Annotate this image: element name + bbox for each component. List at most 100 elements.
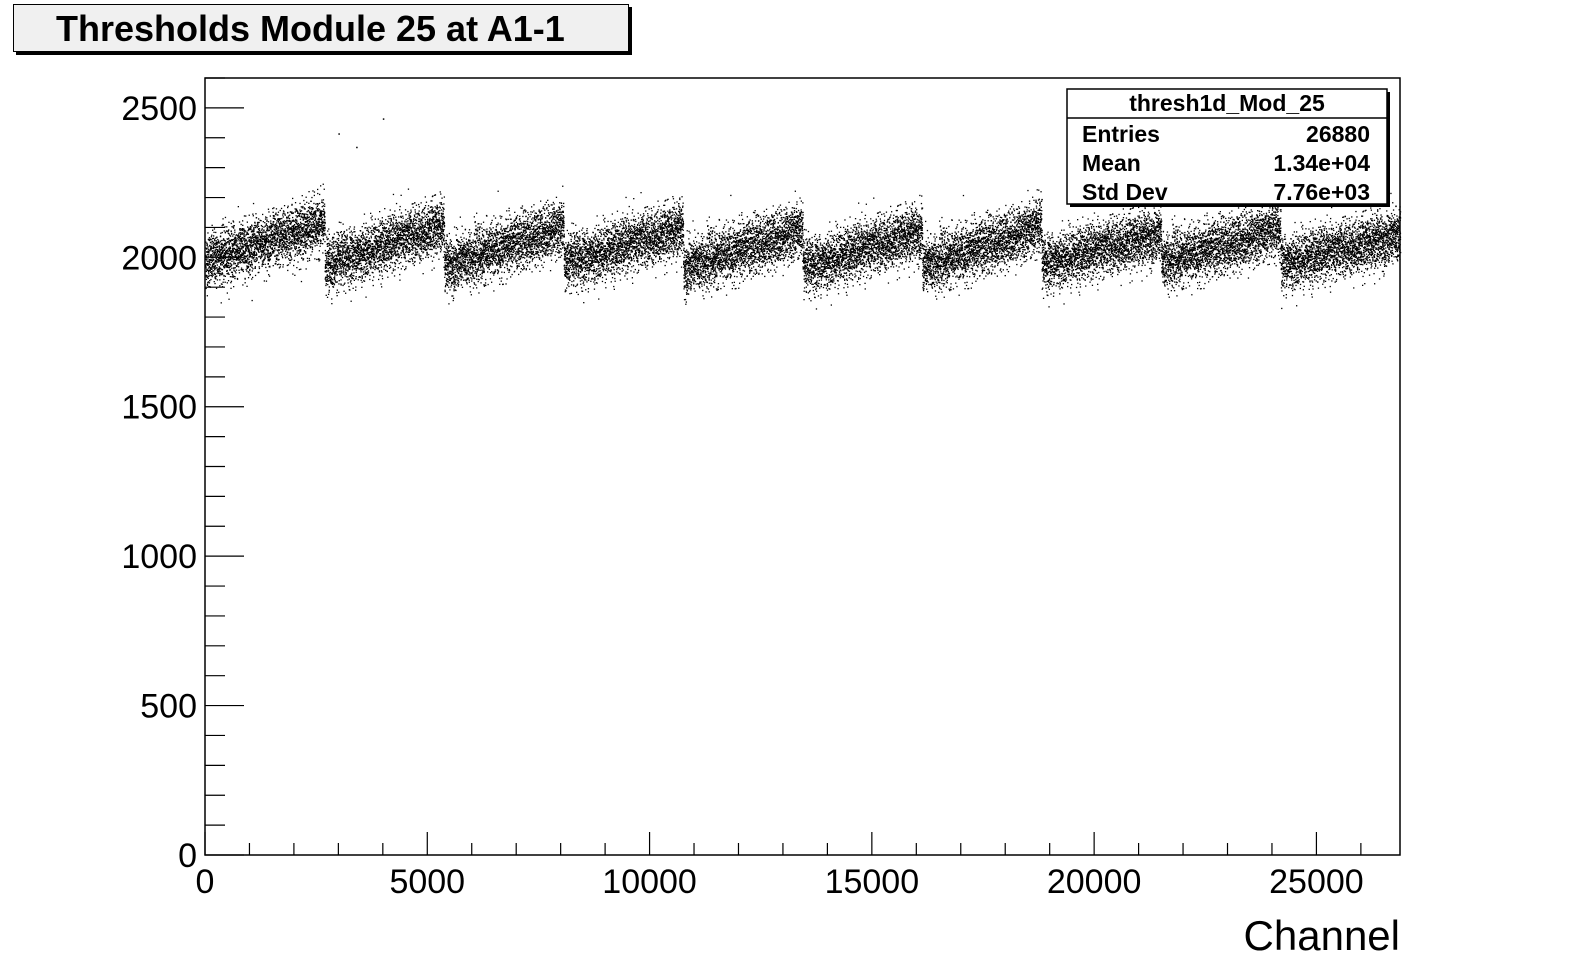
data-point <box>330 264 332 267</box>
data-point <box>226 259 228 261</box>
data-point <box>333 242 335 244</box>
data-point <box>284 231 286 233</box>
data-point <box>235 269 238 271</box>
data-point <box>302 241 305 244</box>
data-point <box>424 207 426 209</box>
data-point <box>267 228 269 230</box>
data-point <box>372 253 374 255</box>
data-point <box>260 256 263 258</box>
data-point <box>423 230 426 233</box>
data-point <box>334 276 336 278</box>
data-point <box>394 232 396 234</box>
data-point <box>264 218 267 220</box>
data-point <box>251 225 253 227</box>
data-point <box>243 245 245 247</box>
data-point <box>253 241 255 244</box>
data-point <box>372 284 374 287</box>
data-point <box>393 246 395 248</box>
data-point <box>304 216 306 218</box>
data-point <box>345 241 347 243</box>
data-point <box>296 224 299 226</box>
data-point <box>291 231 293 233</box>
data-point <box>365 250 367 252</box>
data-point <box>288 258 290 260</box>
data-point <box>288 254 291 256</box>
data-point <box>323 211 326 213</box>
data-point <box>308 211 311 213</box>
data-point <box>279 245 281 247</box>
data-point <box>237 258 239 260</box>
data-point <box>221 246 224 248</box>
data-point <box>375 229 377 231</box>
data-point <box>327 243 329 245</box>
data-point <box>222 239 224 242</box>
data-point <box>391 237 394 239</box>
data-point <box>382 236 385 238</box>
data-point <box>338 283 340 285</box>
data-point <box>255 213 257 215</box>
data-point <box>322 183 324 185</box>
data-point <box>364 250 366 252</box>
data-point <box>322 243 324 245</box>
data-point <box>218 259 220 262</box>
data-point <box>408 226 410 228</box>
data-point <box>279 223 281 225</box>
data-point <box>229 269 231 271</box>
data-point <box>312 213 314 216</box>
data-point <box>416 232 419 234</box>
data-point <box>233 227 235 229</box>
data-point <box>381 286 383 288</box>
data-point <box>224 226 226 228</box>
data-point <box>340 251 342 253</box>
data-point <box>284 235 287 237</box>
data-point <box>374 247 376 250</box>
data-point <box>291 229 293 231</box>
data-point <box>326 270 328 272</box>
data-point <box>214 242 217 244</box>
data-point <box>357 238 359 240</box>
data-point <box>289 238 291 241</box>
data-point <box>232 248 234 250</box>
data-point <box>341 234 343 236</box>
data-point <box>211 234 213 236</box>
data-point <box>402 215 404 217</box>
data-point <box>401 226 404 228</box>
data-point <box>349 231 351 234</box>
data-point <box>304 230 306 233</box>
data-point <box>258 221 260 224</box>
data-point <box>236 238 238 240</box>
data-point <box>224 257 227 260</box>
data-point <box>358 276 360 278</box>
data-point <box>284 214 286 216</box>
data-point <box>400 254 402 256</box>
data-point <box>410 209 412 211</box>
data-point <box>426 235 428 237</box>
data-point <box>380 270 383 272</box>
data-point <box>292 219 295 221</box>
data-point <box>311 208 313 211</box>
data-point <box>286 240 288 242</box>
data-point <box>272 251 274 254</box>
data-point <box>314 226 316 228</box>
data-point <box>345 272 347 274</box>
data-point <box>254 233 256 235</box>
data-point <box>263 280 265 282</box>
data-point <box>355 250 357 252</box>
data-point <box>324 216 326 218</box>
data-point <box>305 228 307 230</box>
data-point <box>301 257 303 259</box>
data-point <box>369 253 371 256</box>
data-point <box>303 235 305 237</box>
data-point <box>282 235 285 237</box>
data-point <box>417 238 419 240</box>
data-point <box>292 197 294 200</box>
data-point <box>218 261 220 263</box>
data-point <box>308 202 310 204</box>
data-point <box>207 275 209 278</box>
data-point <box>405 236 407 238</box>
data-point <box>362 269 364 271</box>
data-point <box>355 268 358 270</box>
data-point <box>379 259 381 261</box>
data-point <box>259 219 261 222</box>
data-point <box>333 272 335 274</box>
